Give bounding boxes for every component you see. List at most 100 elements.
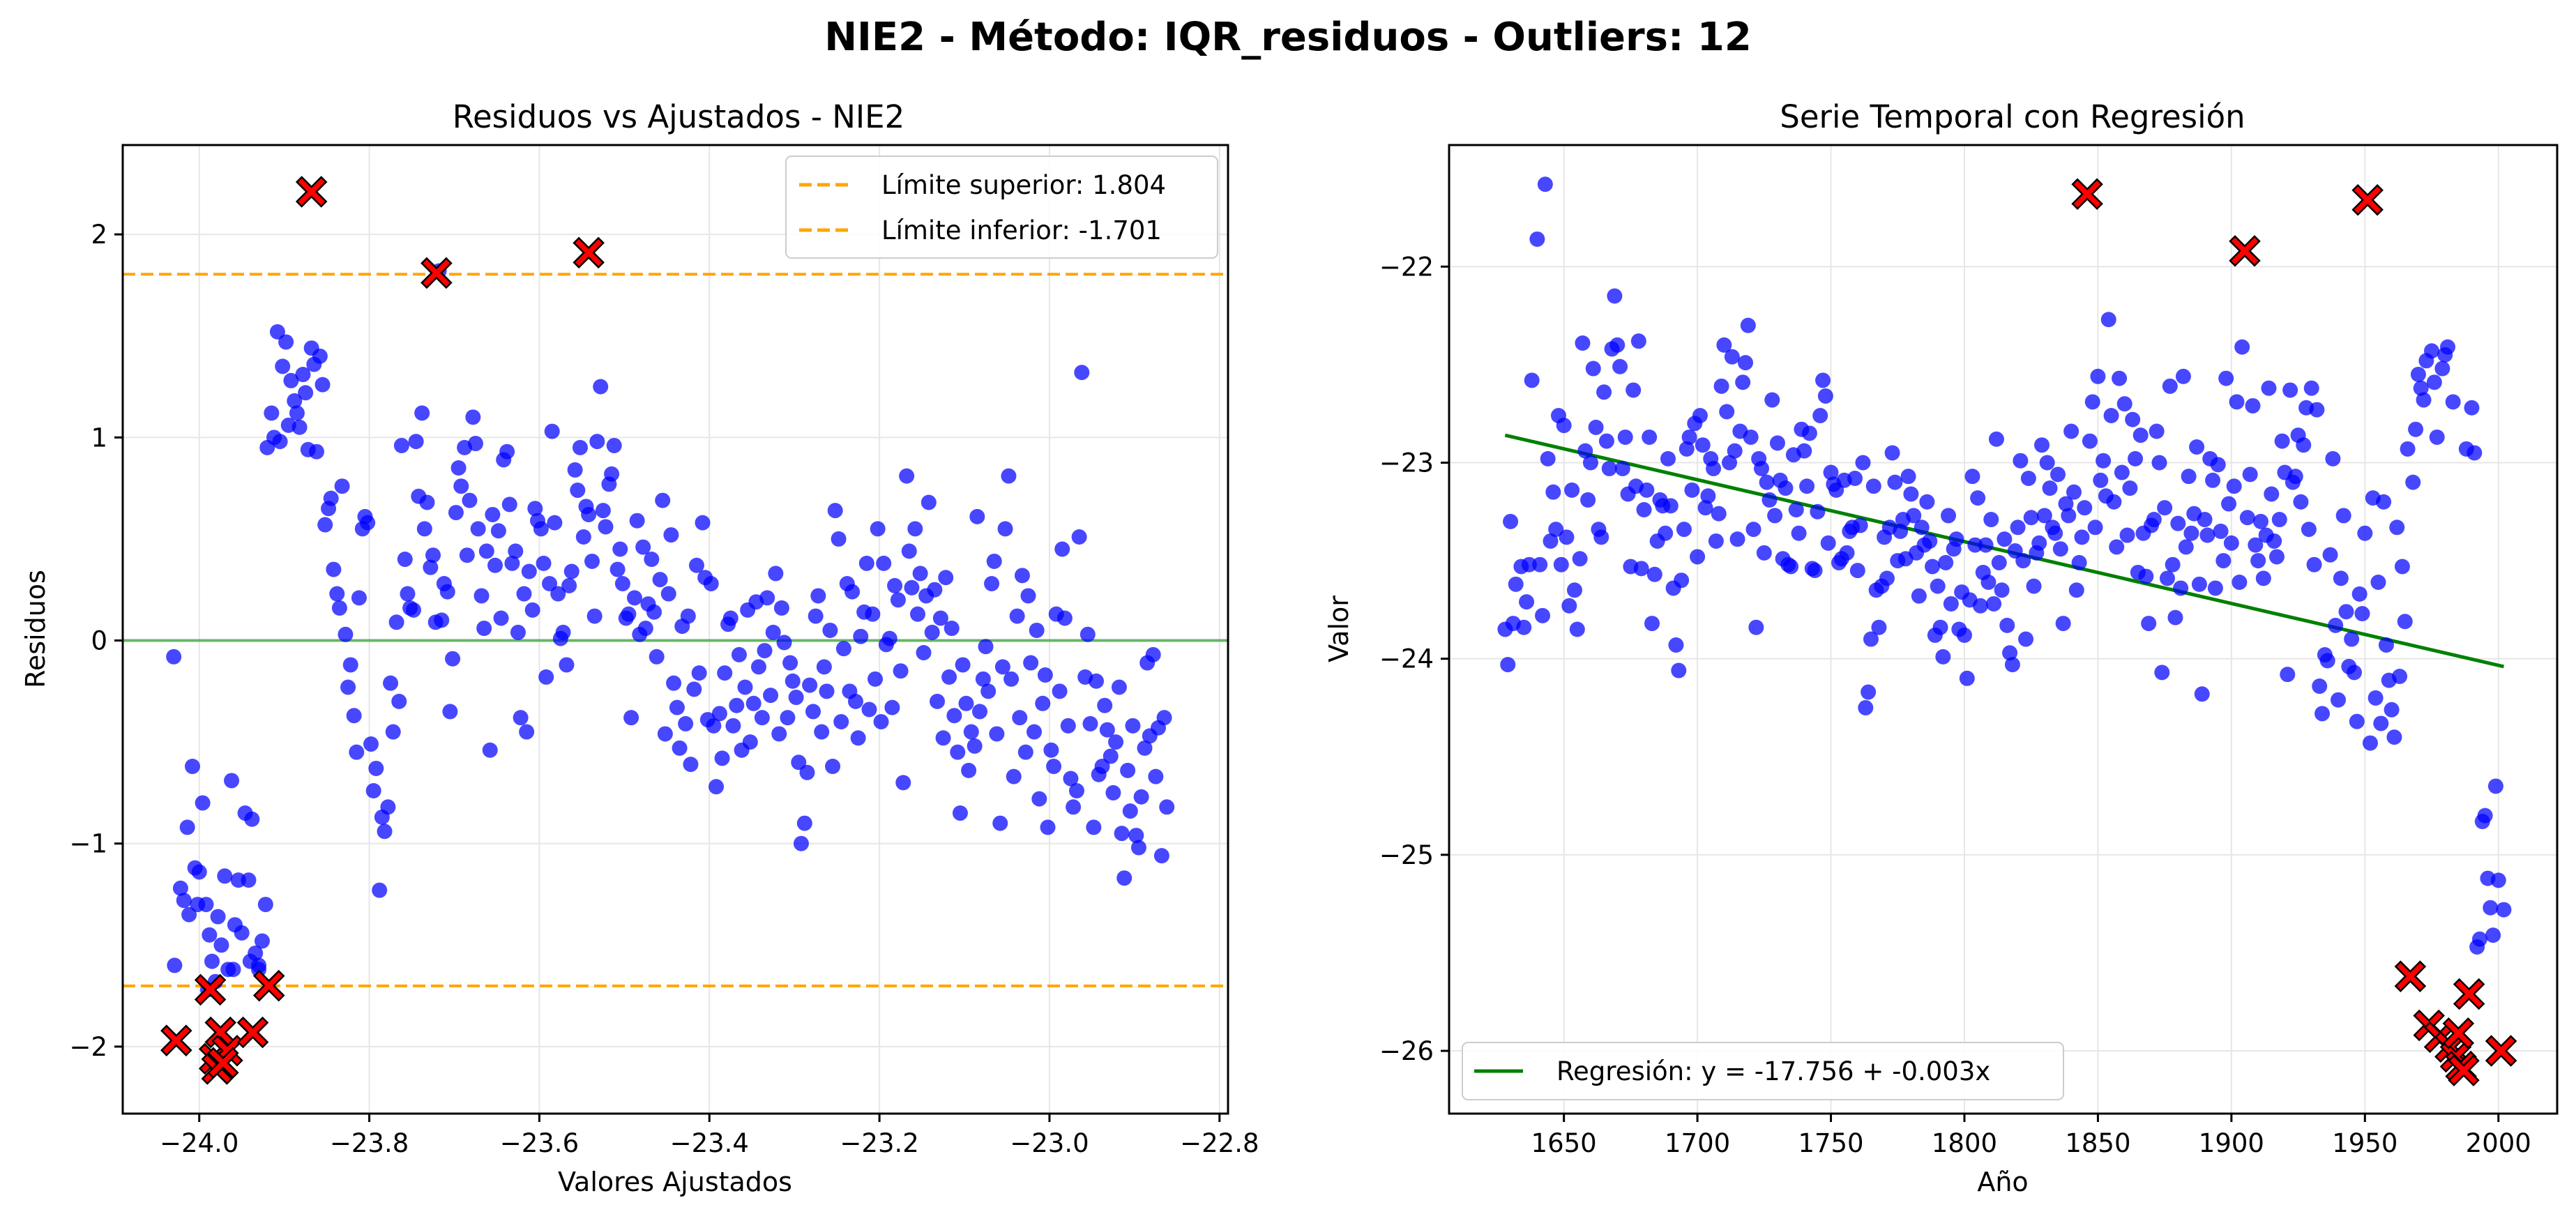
outlier-marker bbox=[2485, 1035, 2517, 1067]
data-point bbox=[1128, 828, 1144, 844]
data-point bbox=[1626, 382, 1642, 398]
data-point bbox=[1145, 646, 1161, 662]
data-point bbox=[405, 602, 421, 618]
outlier-marker bbox=[252, 969, 285, 1002]
data-point bbox=[649, 649, 665, 665]
data-point bbox=[825, 759, 841, 775]
data-point bbox=[2170, 515, 2186, 531]
data-point bbox=[612, 541, 628, 557]
data-point bbox=[1871, 619, 1887, 635]
data-point bbox=[2146, 512, 2162, 528]
data-point bbox=[927, 582, 943, 598]
data-point bbox=[1593, 529, 1609, 545]
outlier-marker bbox=[2442, 1017, 2475, 1049]
data-point bbox=[655, 492, 671, 508]
outlier-marker bbox=[207, 1047, 239, 1079]
data-point bbox=[827, 503, 843, 519]
data-point bbox=[510, 624, 526, 640]
data-point bbox=[1569, 621, 1585, 637]
data-point bbox=[1052, 683, 1068, 699]
data-point bbox=[1556, 418, 1572, 434]
data-point bbox=[614, 575, 630, 591]
data-point bbox=[241, 872, 257, 888]
data-point bbox=[184, 759, 200, 775]
data-point bbox=[887, 577, 903, 593]
data-point bbox=[166, 649, 182, 665]
data-point bbox=[2282, 382, 2298, 398]
data-point bbox=[1609, 337, 1626, 353]
data-point bbox=[195, 795, 211, 811]
data-point bbox=[340, 679, 356, 695]
data-point bbox=[731, 646, 747, 662]
residuals-plot-title: Residuos vs Ajustados - NIE2 bbox=[453, 98, 904, 135]
data-point bbox=[831, 531, 847, 547]
data-point bbox=[589, 434, 605, 450]
data-point bbox=[750, 659, 766, 675]
data-point bbox=[850, 730, 866, 746]
data-point bbox=[2229, 394, 2245, 410]
data-point bbox=[1861, 684, 1877, 700]
data-point bbox=[1137, 740, 1153, 756]
y-tick-label: −2 bbox=[69, 1032, 107, 1062]
data-point bbox=[414, 405, 430, 421]
data-point bbox=[346, 708, 362, 724]
data-point bbox=[2119, 527, 2135, 543]
data-point bbox=[1596, 384, 1612, 400]
data-point bbox=[2392, 668, 2408, 684]
data-point bbox=[1114, 826, 1130, 842]
data-point bbox=[519, 724, 535, 740]
data-point bbox=[1847, 470, 1863, 486]
data-point bbox=[2149, 423, 2165, 439]
data-point bbox=[450, 460, 467, 476]
data-point bbox=[669, 699, 685, 715]
data-point bbox=[400, 586, 416, 602]
residuals-plot-x-ticks: −24.0 −23.8 −23.6 −23.4 −23.2 −23.0 −22.8 bbox=[160, 1114, 1259, 1158]
data-point bbox=[533, 521, 549, 537]
data-point bbox=[1855, 455, 1871, 471]
data-point bbox=[1681, 429, 1697, 445]
data-point bbox=[1935, 649, 1951, 665]
data-point bbox=[575, 529, 591, 545]
data-point bbox=[920, 494, 937, 510]
data-point bbox=[799, 764, 815, 780]
data-point bbox=[167, 957, 183, 973]
data-point bbox=[714, 750, 730, 766]
data-point bbox=[1614, 460, 1630, 476]
data-point bbox=[2467, 445, 2483, 461]
data-point bbox=[1548, 522, 1564, 538]
data-point bbox=[810, 588, 826, 604]
data-point bbox=[191, 864, 207, 880]
data-point bbox=[317, 517, 333, 533]
data-point bbox=[338, 626, 354, 642]
data-point bbox=[1839, 545, 1855, 561]
data-point bbox=[2047, 525, 2063, 541]
data-point bbox=[2434, 361, 2450, 377]
data-point bbox=[2280, 667, 2296, 683]
data-point bbox=[2303, 380, 2319, 396]
data-point bbox=[666, 675, 682, 691]
data-point bbox=[773, 600, 789, 616]
data-point bbox=[994, 659, 1010, 675]
residuals-plot-outliers bbox=[160, 176, 605, 1085]
data-point bbox=[1970, 490, 1986, 506]
data-point bbox=[657, 726, 673, 742]
data-point bbox=[946, 708, 962, 724]
x-tick-label: −23.0 bbox=[1010, 1128, 1089, 1158]
data-point bbox=[1516, 619, 1532, 635]
data-point bbox=[899, 468, 915, 484]
x-tick-label: −22.8 bbox=[1180, 1128, 1259, 1158]
data-point bbox=[1662, 498, 1679, 514]
data-point bbox=[254, 933, 270, 949]
data-point bbox=[938, 570, 954, 586]
data-point bbox=[1572, 551, 1588, 567]
data-point bbox=[283, 372, 299, 388]
data-point bbox=[2255, 570, 2271, 586]
data-point bbox=[2199, 527, 2215, 543]
data-point bbox=[2408, 421, 2424, 437]
y-tick-label: −26 bbox=[1379, 1036, 1434, 1066]
data-point bbox=[1748, 619, 1764, 635]
data-point bbox=[393, 437, 409, 453]
data-point bbox=[2058, 496, 2074, 512]
data-point bbox=[1922, 533, 1938, 549]
data-point bbox=[1879, 570, 1895, 586]
